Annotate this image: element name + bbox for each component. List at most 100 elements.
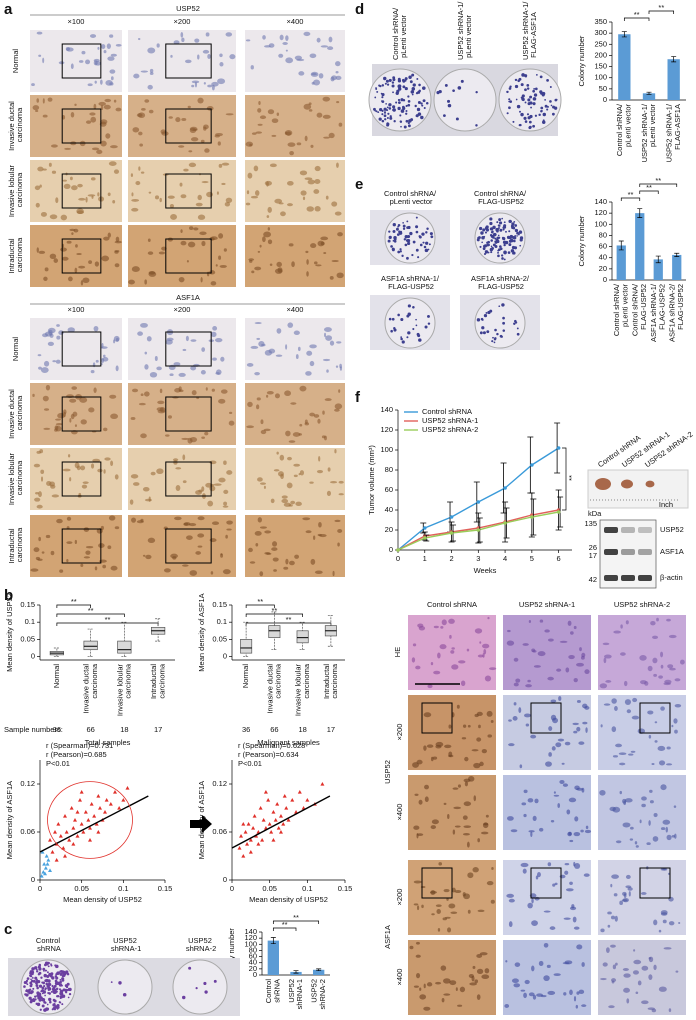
texture xyxy=(576,787,584,791)
colony xyxy=(503,224,507,228)
colony xyxy=(524,101,527,104)
texture xyxy=(191,80,200,84)
colony xyxy=(404,234,409,239)
colony xyxy=(542,112,547,117)
texture xyxy=(451,664,459,670)
point xyxy=(556,510,561,514)
y-tick-label: 0.1 xyxy=(25,617,35,626)
colony xyxy=(51,984,54,988)
colony xyxy=(25,979,29,982)
colony xyxy=(423,245,427,249)
texture xyxy=(324,332,327,338)
texture xyxy=(101,44,106,49)
colony xyxy=(529,101,533,105)
colony xyxy=(518,77,522,81)
colony xyxy=(503,250,507,255)
texture xyxy=(104,457,111,461)
texture xyxy=(285,558,289,565)
texture xyxy=(469,982,478,986)
inset-box xyxy=(61,396,102,432)
texture xyxy=(584,829,592,834)
texture xyxy=(207,54,211,59)
colony xyxy=(203,981,207,986)
texture xyxy=(538,827,544,832)
colony xyxy=(492,225,496,230)
texture xyxy=(455,987,458,992)
texture xyxy=(532,815,537,821)
colony xyxy=(527,116,531,120)
texture xyxy=(335,70,339,74)
legend-label: Control shRNA xyxy=(422,407,472,416)
colony xyxy=(397,98,401,102)
texture xyxy=(103,427,108,432)
texture xyxy=(568,654,575,660)
error-bar xyxy=(637,208,643,218)
texture xyxy=(430,756,434,762)
texture xyxy=(436,909,441,914)
texture xyxy=(249,561,256,564)
texture xyxy=(574,816,579,822)
colony xyxy=(498,305,501,308)
sample-label: Sample numbers: xyxy=(4,725,63,734)
colony xyxy=(380,92,383,95)
texture xyxy=(490,899,495,904)
row-label: Intraductal carcinoma xyxy=(7,527,24,565)
colony xyxy=(381,96,384,99)
texture xyxy=(103,236,110,241)
texture xyxy=(554,882,558,886)
texture xyxy=(462,892,466,897)
texture xyxy=(66,526,70,530)
y-tick-label: 0.15 xyxy=(20,600,35,609)
y-tick-label: 0 xyxy=(31,875,35,884)
y-tick-label: 0.12 xyxy=(212,779,227,788)
texture xyxy=(533,665,541,668)
colony xyxy=(386,116,389,119)
texture xyxy=(328,36,333,43)
colony xyxy=(398,87,402,91)
x-axis-label: Mean density of USP52 xyxy=(249,895,328,904)
texture xyxy=(225,534,228,539)
texture xyxy=(326,490,331,497)
texture xyxy=(625,885,632,889)
texture xyxy=(215,132,223,137)
texture xyxy=(576,726,581,732)
colony xyxy=(46,974,50,978)
colony xyxy=(551,112,555,116)
texture xyxy=(413,985,419,988)
texture xyxy=(85,545,94,549)
row-label: ×400 xyxy=(395,969,404,986)
texture xyxy=(467,872,474,879)
colony xyxy=(23,985,26,988)
texture xyxy=(89,34,97,38)
texture xyxy=(313,414,320,418)
texture xyxy=(463,825,472,828)
texture xyxy=(183,168,189,172)
texture xyxy=(85,196,88,203)
colony xyxy=(519,238,523,242)
texture xyxy=(540,994,547,998)
texture xyxy=(658,675,663,679)
colony xyxy=(64,991,68,994)
texture xyxy=(520,862,529,868)
texture xyxy=(248,547,253,553)
texture xyxy=(226,520,233,525)
texture xyxy=(175,485,181,491)
bar xyxy=(267,940,279,975)
texture xyxy=(477,909,485,913)
texture xyxy=(658,929,662,933)
texture xyxy=(188,162,197,168)
texture xyxy=(148,270,156,275)
sample-number: 17 xyxy=(154,725,162,734)
texture xyxy=(451,647,455,650)
significance-bracket xyxy=(639,183,678,187)
category-label: Invasive lobular carcinoma xyxy=(115,663,132,716)
y-tick-label: 140 xyxy=(594,197,607,206)
colony xyxy=(509,100,513,103)
texture xyxy=(133,73,140,79)
sample-number: 17 xyxy=(327,725,335,734)
colony xyxy=(48,982,51,986)
colony xyxy=(53,990,57,994)
texture xyxy=(138,131,143,136)
texture xyxy=(225,113,234,116)
texture xyxy=(513,983,521,988)
